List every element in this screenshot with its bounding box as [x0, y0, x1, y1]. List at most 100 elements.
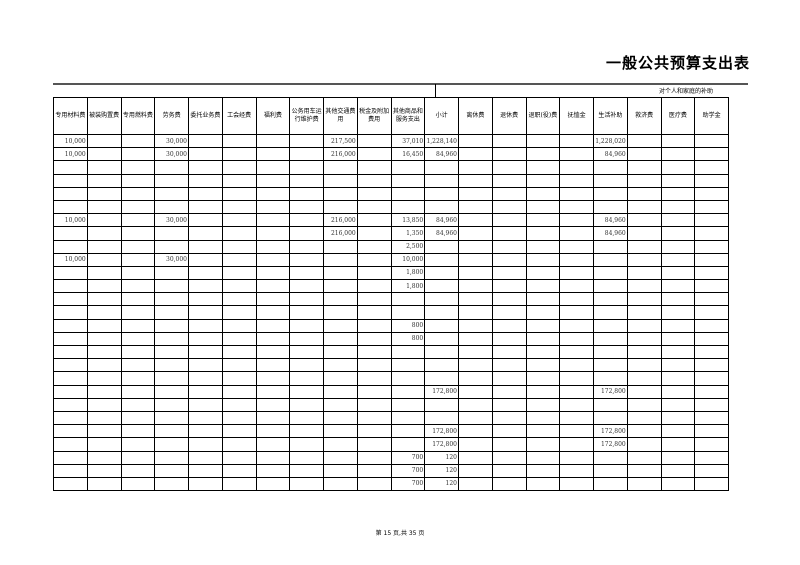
- table-cell: [458, 292, 493, 307]
- table-cell: [593, 239, 628, 254]
- table-cell: [525, 252, 561, 267]
- table-cell: [323, 292, 358, 307]
- header-row: 专用材料费 被装购置费 专用燃料费 劳务费 委托业务费 工会经费 福利费 公务用车运行维护费其…: [53, 97, 729, 135]
- column-header: 助学金: [694, 97, 729, 135]
- table-cell: [289, 397, 324, 412]
- table-cell: [323, 305, 358, 320]
- table-cell: [660, 450, 696, 465]
- table-cell: [323, 450, 358, 465]
- table-cell: [154, 358, 189, 373]
- table-cell: [626, 331, 662, 347]
- table-cell: [626, 424, 662, 439]
- table-cell: [154, 384, 189, 399]
- table-cell: 700: [390, 476, 426, 492]
- table-row: 216,000 1,350 84,960 84,960: [53, 226, 729, 241]
- table-cell: [458, 265, 493, 281]
- table-cell: [390, 358, 426, 373]
- table-cell: [255, 358, 291, 373]
- table-cell: [221, 397, 257, 412]
- table-cell: [86, 410, 122, 426]
- column-header: 抚恤金: [559, 97, 594, 135]
- column-header: 劳务费: [154, 97, 189, 135]
- table-cell: [626, 410, 662, 426]
- table-cell: [458, 410, 493, 426]
- table-row: [53, 371, 729, 386]
- table-cell: [660, 397, 696, 412]
- table-cell: [491, 344, 527, 360]
- table-cell: [323, 173, 358, 188]
- table-row: [53, 186, 729, 201]
- table-cell: [660, 424, 696, 439]
- table-cell: [593, 173, 628, 188]
- table-cell: 30,000: [154, 133, 189, 149]
- table-cell: [491, 226, 527, 241]
- table-cell: [491, 358, 527, 373]
- table-cell: [694, 450, 729, 465]
- table-cell: [120, 160, 156, 175]
- table-cell: [289, 358, 324, 373]
- column-header: 退休费: [491, 97, 527, 135]
- table-cell: [120, 318, 156, 333]
- table-cell: [255, 450, 291, 465]
- table-cell: [424, 397, 459, 412]
- table-cell: [559, 252, 594, 267]
- table-cell: [255, 173, 291, 188]
- table-cell: [53, 424, 88, 439]
- table-row: 172,800 172,800: [53, 384, 729, 399]
- table-cell: [424, 318, 459, 333]
- table-row: 800: [53, 331, 729, 347]
- table-cell: [593, 331, 628, 347]
- table-cell: [660, 344, 696, 360]
- table-cell: [593, 318, 628, 333]
- table-cell: [458, 476, 493, 492]
- table-cell: [660, 186, 696, 201]
- column-header: 医疗费: [660, 97, 696, 135]
- table-cell: [626, 450, 662, 465]
- table-cell: [525, 397, 561, 412]
- table-cell: 172,800: [593, 437, 628, 452]
- table-cell: [323, 331, 358, 347]
- table-cell: [626, 226, 662, 241]
- table-cell: [458, 384, 493, 399]
- table-cell: [86, 199, 122, 215]
- table-cell: [694, 239, 729, 254]
- table-cell: [221, 252, 257, 267]
- table-cell: [491, 279, 527, 294]
- table-cell: [491, 252, 527, 267]
- table-cell: [221, 160, 257, 175]
- table-row: [53, 358, 729, 373]
- table-cell: [289, 437, 324, 452]
- table-cell: 10,000: [390, 252, 426, 267]
- table-cell: [289, 410, 324, 426]
- table-cell: [188, 437, 223, 452]
- table-cell: [120, 252, 156, 267]
- table-cell: [289, 279, 324, 294]
- column-header: 其他商品和服务支出: [390, 97, 426, 135]
- table-cell: [120, 384, 156, 399]
- table-cell: [188, 239, 223, 254]
- table-cell: [593, 265, 628, 281]
- table-cell: [626, 463, 662, 478]
- table-row: [53, 199, 729, 215]
- table-cell: [120, 450, 156, 465]
- table-cell: 2,500: [390, 239, 426, 254]
- table-cell: [458, 358, 493, 373]
- table-cell: [154, 279, 189, 294]
- table-cell: [525, 160, 561, 175]
- table-cell: [120, 199, 156, 215]
- table-row: 10,000 30,000 216,000 13,850 84,960 84,960: [53, 213, 729, 228]
- table-cell: [188, 358, 223, 373]
- table-cell: [154, 292, 189, 307]
- table-cell: [390, 186, 426, 201]
- table-cell: [491, 384, 527, 399]
- table-cell: [221, 424, 257, 439]
- table-cell: [356, 226, 392, 241]
- table-cell: [255, 424, 291, 439]
- table-cell: [390, 424, 426, 439]
- table-cell: [424, 410, 459, 426]
- table-cell: [525, 226, 561, 241]
- table-cell: [86, 239, 122, 254]
- table-cell: [458, 147, 493, 162]
- table-cell: [120, 437, 156, 452]
- table-cell: [86, 424, 122, 439]
